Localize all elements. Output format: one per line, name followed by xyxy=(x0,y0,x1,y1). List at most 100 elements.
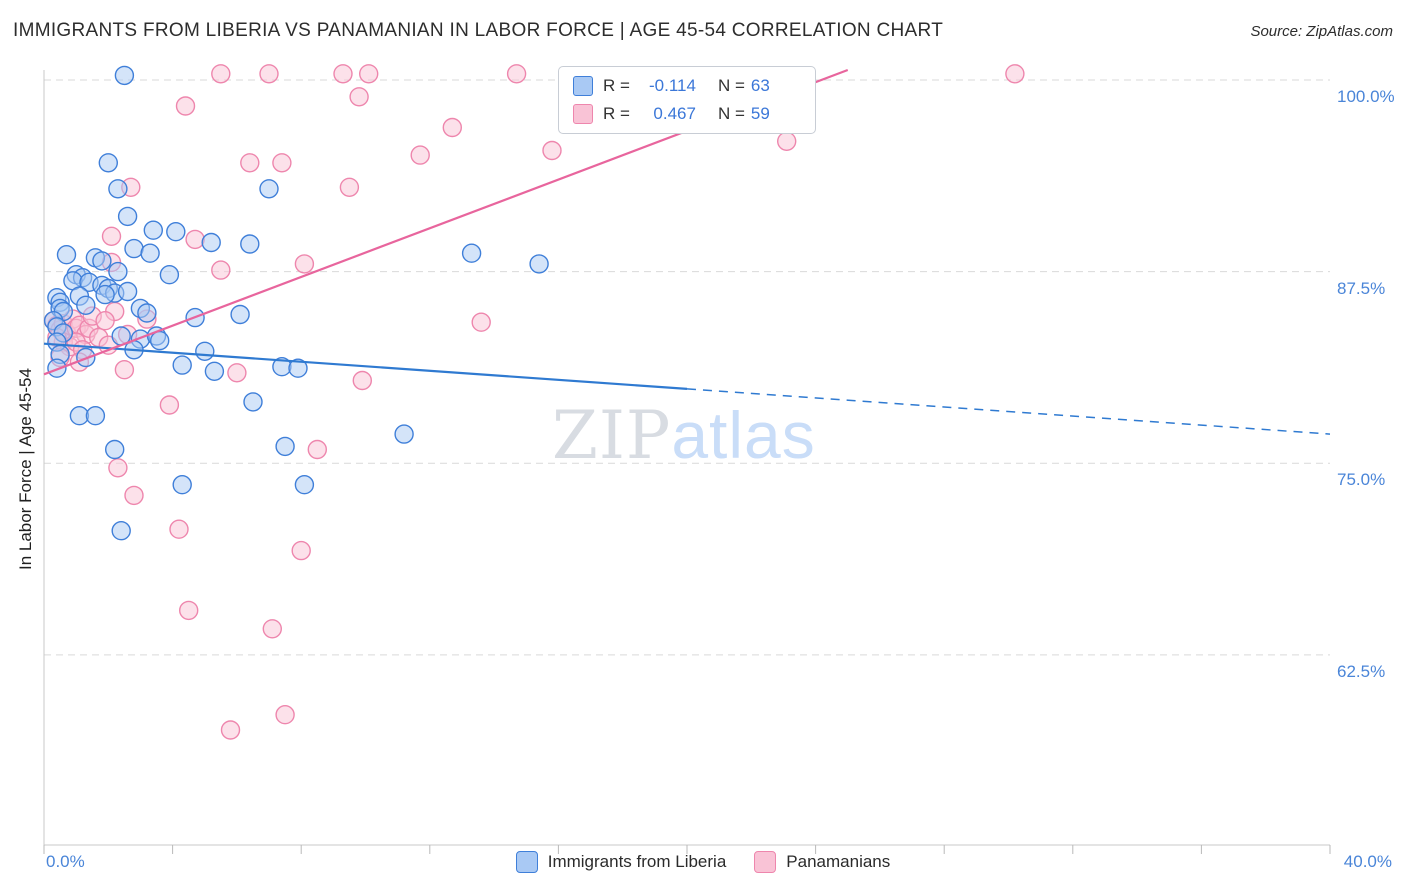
point-panama xyxy=(307,439,327,460)
point-liberia xyxy=(108,261,128,282)
point-panama xyxy=(471,312,491,332)
point-liberia xyxy=(47,358,67,378)
point-panama xyxy=(359,64,379,84)
point-liberia xyxy=(240,234,260,254)
point-liberia xyxy=(85,406,106,426)
point-panama xyxy=(101,226,122,247)
point-panama xyxy=(352,370,372,391)
legend-row-liberia: R = -0.114 N = 63 xyxy=(573,76,801,96)
point-panama xyxy=(220,720,241,740)
point-panama xyxy=(410,145,430,165)
y-tick-75: 75.0% xyxy=(1337,470,1386,489)
point-liberia xyxy=(243,392,263,412)
point-liberia xyxy=(76,295,96,315)
source-attribution: Source: ZipAtlas.com xyxy=(1250,23,1393,40)
point-liberia xyxy=(259,179,279,199)
legend-row-panama: R = 0.467 N = 59 xyxy=(573,104,801,124)
point-liberia xyxy=(166,221,186,242)
point-liberia xyxy=(98,153,119,173)
point-panama xyxy=(240,153,260,173)
point-liberia xyxy=(204,361,225,381)
point-liberia xyxy=(124,238,144,259)
point-panama xyxy=(95,311,115,331)
watermark-atlas: atlas xyxy=(671,398,816,472)
legend-item-panama: Panamanians xyxy=(754,851,890,873)
point-liberia xyxy=(394,424,414,444)
y-tick-62-5: 62.5% xyxy=(1337,662,1386,681)
point-liberia xyxy=(140,243,160,263)
point-panama xyxy=(506,64,527,84)
n-value-liberia: 63 xyxy=(750,76,770,95)
point-liberia xyxy=(461,243,482,263)
point-liberia xyxy=(117,206,138,227)
r-label: R = xyxy=(603,76,630,95)
y-axis-label: In Labor Force | Age 45-54 xyxy=(16,368,35,570)
y-tick-87-5: 87.5% xyxy=(1337,279,1386,298)
point-panama xyxy=(262,619,282,639)
point-liberia xyxy=(294,475,315,495)
r-value-panama: 0.467 xyxy=(653,104,696,123)
point-liberia xyxy=(529,254,549,274)
point-panama xyxy=(124,485,144,506)
point-liberia xyxy=(95,284,115,305)
x-axis-min-label: 0.0% xyxy=(46,852,85,871)
n-value-panama: 59 xyxy=(750,104,770,123)
panama-swatch-icon xyxy=(573,104,593,124)
point-panama xyxy=(227,363,247,383)
point-liberia xyxy=(275,436,295,457)
point-liberia xyxy=(172,475,192,495)
y-tick-100: 100.0% xyxy=(1337,87,1395,106)
point-panama xyxy=(169,519,189,539)
point-panama xyxy=(211,64,231,84)
point-liberia xyxy=(201,232,221,253)
point-panama xyxy=(777,131,797,152)
legend-item-label: Immigrants from Liberia xyxy=(547,852,727,871)
point-liberia xyxy=(92,251,112,271)
point-liberia xyxy=(230,304,250,325)
point-panama xyxy=(159,395,180,415)
point-liberia xyxy=(108,179,128,199)
point-panama xyxy=(1005,64,1025,84)
watermark-zip: ZIP xyxy=(552,397,672,474)
point-panama xyxy=(272,153,292,173)
point-liberia xyxy=(195,341,215,361)
point-liberia xyxy=(172,355,192,375)
point-panama xyxy=(275,705,295,725)
r-label: R = xyxy=(603,104,630,123)
watermark: ZIPatlas xyxy=(552,402,816,469)
series-legend: Immigrants from Liberia Panamanians xyxy=(0,851,1406,873)
point-panama xyxy=(175,96,196,116)
point-panama xyxy=(178,600,199,621)
point-liberia xyxy=(149,330,170,351)
liberia-swatch-icon xyxy=(573,76,593,96)
point-panama xyxy=(211,260,231,280)
trend-line-liberia xyxy=(43,342,688,390)
point-liberia xyxy=(111,521,131,541)
point-panama xyxy=(114,360,135,380)
x-axis-max-label: 40.0% xyxy=(1343,852,1392,871)
point-liberia xyxy=(56,244,77,265)
panama-swatch-icon xyxy=(754,851,777,873)
point-panama xyxy=(442,117,462,138)
point-panama xyxy=(339,177,360,198)
point-liberia xyxy=(288,358,308,378)
page-title: IMMIGRANTS FROM LIBERIA VS PANAMANIAN IN… xyxy=(13,20,944,41)
point-panama xyxy=(294,254,315,274)
liberia-swatch-icon xyxy=(515,851,538,873)
point-panama xyxy=(291,540,311,561)
point-liberia xyxy=(159,265,180,285)
point-panama xyxy=(333,64,353,84)
legend-item-label: Panamanians xyxy=(786,852,891,871)
n-label: N = xyxy=(717,104,745,123)
point-liberia xyxy=(143,220,164,240)
point-panama xyxy=(542,140,562,161)
point-liberia xyxy=(114,65,135,86)
legend-item-liberia: Immigrants from Liberia xyxy=(515,851,727,873)
r-value-liberia: -0.114 xyxy=(648,76,696,95)
trend-line-liberia-projection xyxy=(686,388,1331,435)
n-label: N = xyxy=(717,76,745,95)
point-liberia xyxy=(117,281,138,302)
point-panama xyxy=(259,64,279,84)
point-panama xyxy=(349,87,369,107)
